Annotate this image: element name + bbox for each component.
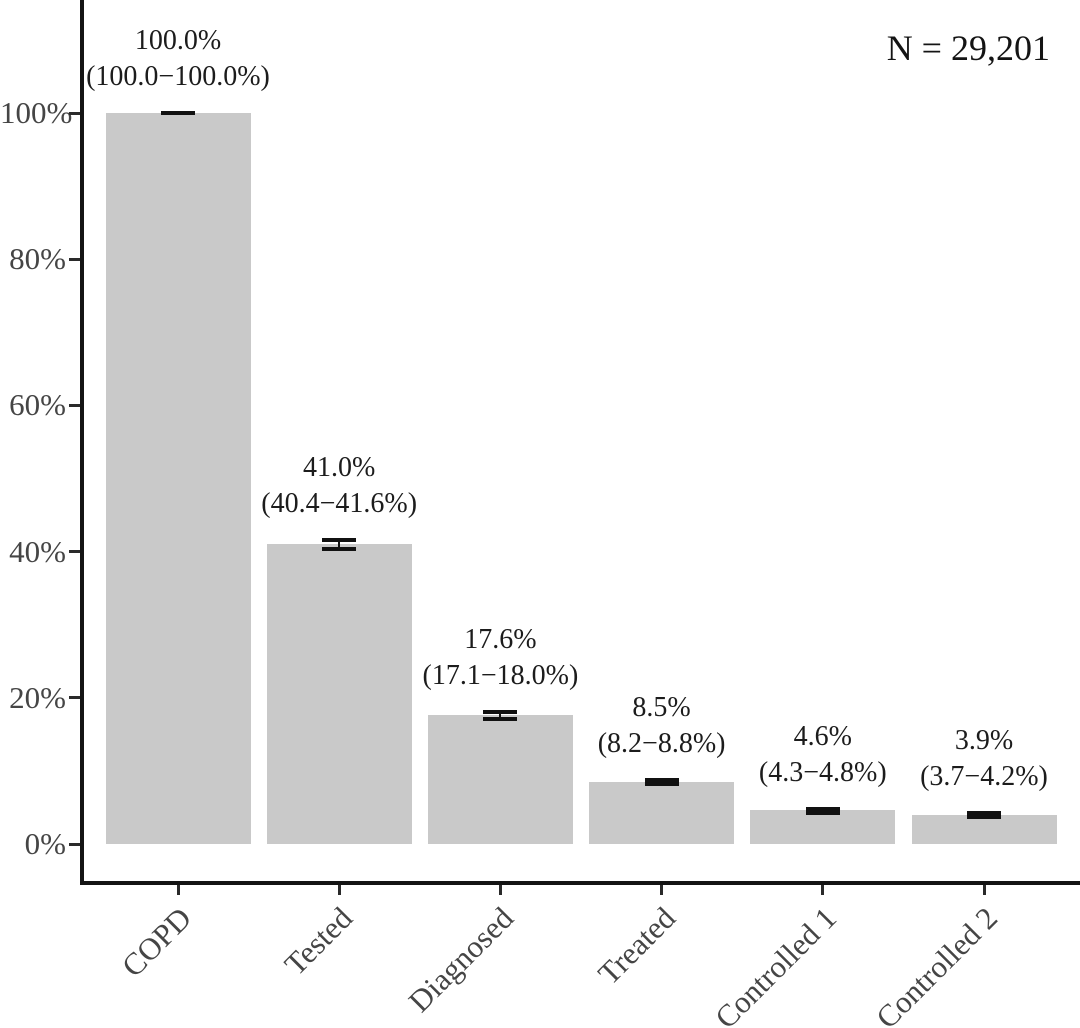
x-tick-mark — [498, 885, 502, 895]
bar-annotation: 17.6% (17.1−18.0%) — [340, 622, 660, 694]
bar-annotation: 41.0% (40.4−41.6%) — [179, 450, 499, 522]
bar-annotation: 8.5% (8.2−8.8%) — [502, 690, 822, 762]
x-axis-line — [80, 881, 1080, 885]
error-bar-cap-bottom — [322, 546, 357, 551]
bar-annotation: 4.6% (4.3−4.8%) — [663, 719, 983, 791]
y-tick-mark — [69, 696, 80, 700]
error-bar-cap-bottom — [483, 716, 518, 721]
y-tick-label: 20% — [9, 679, 66, 715]
bar-ci-label: (3.7−4.2%) — [920, 761, 1048, 793]
bar-ci-label: (17.1−18.0%) — [422, 660, 579, 692]
bar-controlled-1 — [750, 810, 896, 844]
y-tick-mark — [69, 257, 80, 261]
bar-ci-label: (8.2−8.8%) — [597, 727, 726, 759]
error-bar-cap-bottom — [644, 782, 679, 787]
y-tick-label: 80% — [9, 241, 66, 277]
bar-annotation: 3.9% (3.7−4.2%) — [824, 723, 1080, 795]
bar-value-label: 4.6% — [793, 720, 852, 752]
y-tick-mark — [69, 403, 80, 407]
y-tick-label: 40% — [9, 533, 66, 569]
y-axis-line — [80, 0, 84, 885]
error-bar-cap-top — [805, 806, 840, 811]
bar-diagnosed — [427, 715, 573, 844]
x-tick-mark — [176, 885, 180, 895]
y-tick-mark — [69, 550, 80, 554]
bar-controlled-2 — [911, 815, 1057, 844]
bar-value-label: 8.5% — [632, 691, 691, 723]
y-tick-label: 100% — [0, 95, 73, 130]
y-tick-mark — [69, 111, 80, 115]
error-bar-cap-top — [483, 710, 518, 715]
x-tick-mark — [660, 885, 664, 895]
error-bar-line — [499, 712, 502, 719]
bar-value-label: 100.0% — [134, 25, 222, 56]
bar-annotation: 100.0% (100.0−100.0%) — [18, 23, 338, 95]
error-bar-line — [338, 539, 341, 549]
bar-value-label: 3.9% — [954, 725, 1014, 757]
error-bar-cap-bottom — [805, 810, 840, 815]
x-tick-mark — [337, 885, 341, 895]
y-tick-label: 60% — [9, 387, 66, 423]
bar-tested — [266, 544, 412, 844]
bar-copd — [105, 113, 251, 844]
error-bar-cap-bottom — [967, 814, 1001, 819]
x-tick-label: COPD — [114, 900, 199, 984]
error-bar-cap-top — [644, 777, 679, 782]
bar-treated — [589, 781, 735, 844]
bar-ci-label: (100.0−100.0%) — [86, 61, 270, 92]
bar-ci-label: (4.3−4.8%) — [758, 756, 887, 788]
bar-value-label: 41.0% — [303, 451, 376, 483]
error-bar-cap-bottom — [161, 111, 195, 115]
bar-value-label: 17.6% — [464, 624, 537, 656]
y-tick-label: 0% — [24, 826, 66, 861]
error-bar-line — [660, 779, 663, 785]
x-tick-mark — [982, 885, 986, 895]
error-bar-cap-top — [322, 537, 357, 542]
sample-size-annotation: N = 29,201 — [886, 28, 1050, 68]
error-bar-cap-top — [967, 811, 1001, 816]
bar-ci-label: (40.4−41.6%) — [261, 487, 418, 519]
y-tick-mark — [69, 842, 80, 846]
x-tick-mark — [821, 885, 825, 895]
